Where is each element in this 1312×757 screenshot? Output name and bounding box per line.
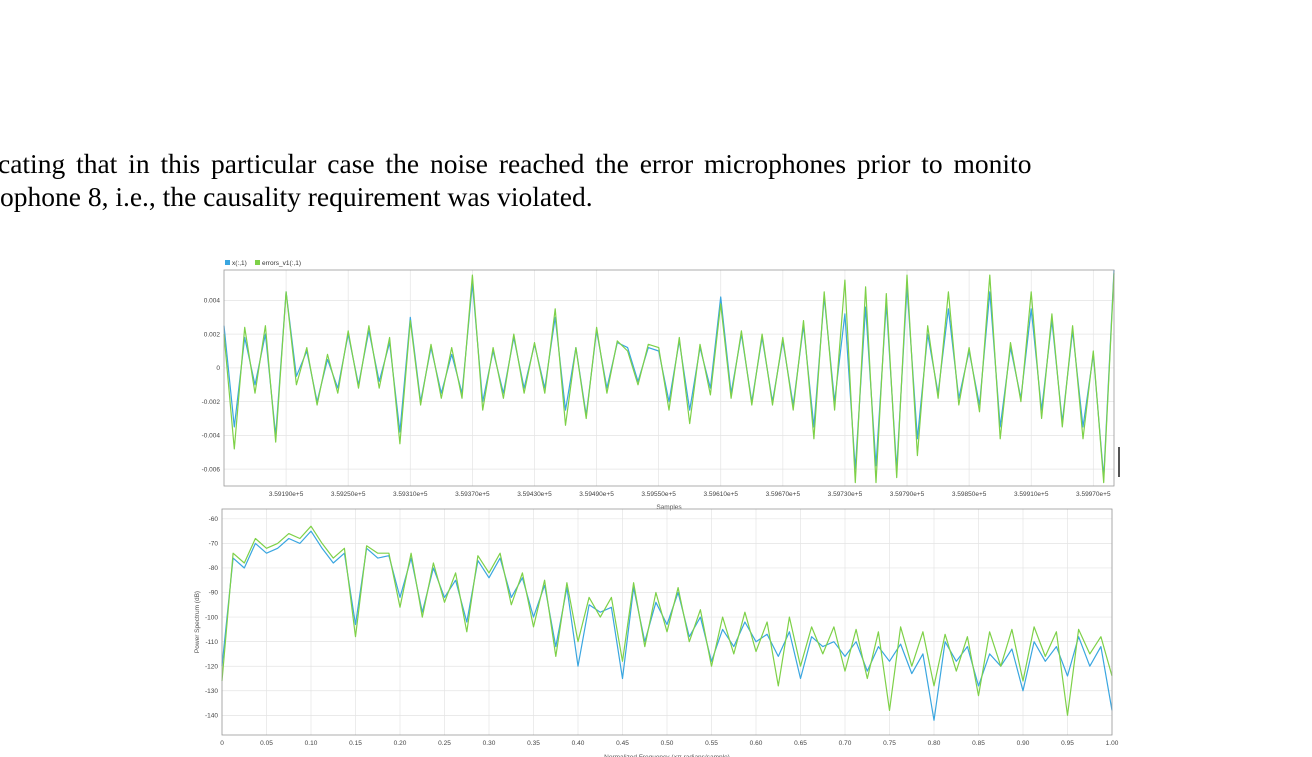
x-tick-label: 3.59970e+5 [1076, 491, 1111, 498]
x-tick-label: 0.30 [483, 740, 496, 747]
chart2-plot-frame [221, 508, 1113, 736]
chart2-x-axis-label: Normalized Frequency (×π radians/sample) [604, 754, 730, 757]
chart1-plot-frame [223, 269, 1115, 487]
x-tick-label: 3.59430e+5 [517, 491, 552, 498]
x-tick-label: 0.05 [260, 740, 273, 747]
chart2-y-ticks: -60 -70 -80 -90 -100 -110 -120 -130 -140 [205, 516, 218, 720]
time-domain-chart: 0.004 0.002 0 -0.002 -0.004 -0.006 3.59190e+5… [202, 260, 1120, 511]
chart1-y-ticks: 0.004 0.002 0 -0.002 -0.004 -0.006 [202, 298, 221, 474]
x-tick-label: 0.25 [438, 740, 451, 747]
x-tick-label: 3.59610e+5 [703, 491, 738, 498]
x-tick-label: 3.59310e+5 [393, 491, 428, 498]
chart1-x-ticks: 3.59190e+5 3.59250e+5 3.59310e+5 3.59370e+5… [269, 491, 1111, 498]
x-tick-label: 0.20 [394, 740, 407, 747]
x-tick-label: 0.70 [839, 740, 852, 747]
x-tick-label: 0.50 [661, 740, 674, 747]
series-line-2 [221, 525, 1113, 716]
y-tick-label: -0.002 [202, 399, 221, 406]
x-tick-label: 3.59910e+5 [1014, 491, 1049, 498]
y-tick-label: -80 [209, 565, 219, 572]
legend-label-series1: x(:,1) [232, 260, 247, 267]
chart1-x-axis-label: Samples [656, 504, 682, 511]
y-tick-label: -130 [205, 688, 218, 695]
x-tick-label: 0.60 [750, 740, 763, 747]
power-spectrum-chart: -60 -70 -80 -90 -100 -110 -120 -130 -140 0 0.05 0.… [194, 508, 1119, 757]
x-tick-label: 3.59490e+5 [579, 491, 614, 498]
x-tick-label: 3.59550e+5 [641, 491, 676, 498]
y-tick-label: -100 [205, 614, 218, 621]
x-tick-label: 0.95 [1061, 740, 1074, 747]
x-tick-label: 0.65 [794, 740, 807, 747]
legend-swatch-series1 [225, 260, 230, 265]
y-tick-label: -70 [209, 541, 219, 548]
x-tick-label: 0.80 [928, 740, 941, 747]
x-tick-label: 3.59250e+5 [331, 491, 366, 498]
x-tick-label: 1.00 [1106, 740, 1119, 747]
x-tick-label: 0.45 [616, 740, 629, 747]
y-tick-label: -0.004 [202, 433, 221, 440]
x-tick-label: 3.59190e+5 [269, 491, 304, 498]
y-tick-label: -140 [205, 713, 218, 720]
x-tick-label: 0.10 [305, 740, 318, 747]
y-tick-label: -110 [205, 639, 218, 646]
legend-label-series2: errors_v1(:,1) [262, 260, 301, 267]
chart2-x-ticks: 0 0.05 0.10 0.15 0.20 0.25 0.30 0.35 0.40 0.45 0.5… [220, 740, 1119, 747]
x-tick-label: 3.59370e+5 [455, 491, 490, 498]
paragraph-line-1: cating that in this particular case the … [0, 148, 1032, 179]
chart1-resize-handle[interactable] [1118, 447, 1120, 477]
series-line-2 [223, 273, 1115, 484]
legend-swatch-series2 [255, 260, 260, 265]
y-tick-label: -120 [205, 663, 218, 670]
y-tick-label: 0 [216, 365, 220, 372]
paragraph-line-2: ophone 8, i.e., the causality requiremen… [0, 181, 593, 212]
x-tick-label: 0.35 [527, 740, 540, 747]
x-tick-label: 3.59790e+5 [890, 491, 925, 498]
x-tick-label: 3.59730e+5 [828, 491, 863, 498]
x-tick-label: 0.85 [972, 740, 985, 747]
y-tick-label: -60 [209, 516, 219, 523]
x-tick-label: 0.75 [883, 740, 896, 747]
x-tick-label: 0.40 [572, 740, 585, 747]
x-tick-label: 0.90 [1017, 740, 1030, 747]
chart2-y-axis-label: Power Spectrum (dB) [194, 591, 201, 653]
series-line-1 [223, 269, 1115, 479]
x-tick-label: 0.55 [705, 740, 718, 747]
y-tick-label: 0.004 [204, 298, 221, 305]
x-tick-label: 3.59670e+5 [766, 491, 801, 498]
x-tick-label: 0 [220, 740, 224, 747]
chart1-legend: x(:,1) errors_v1(:,1) [225, 260, 301, 267]
x-tick-label: 0.15 [349, 740, 362, 747]
y-tick-label: -90 [209, 590, 219, 597]
y-tick-label: -0.006 [202, 466, 221, 473]
chart1-series [223, 269, 1115, 484]
chart1-grid [224, 270, 1114, 486]
x-tick-label: 3.59850e+5 [952, 491, 987, 498]
series-line-1 [221, 530, 1113, 721]
chart2-series [221, 525, 1113, 721]
y-tick-label: 0.002 [204, 331, 221, 338]
